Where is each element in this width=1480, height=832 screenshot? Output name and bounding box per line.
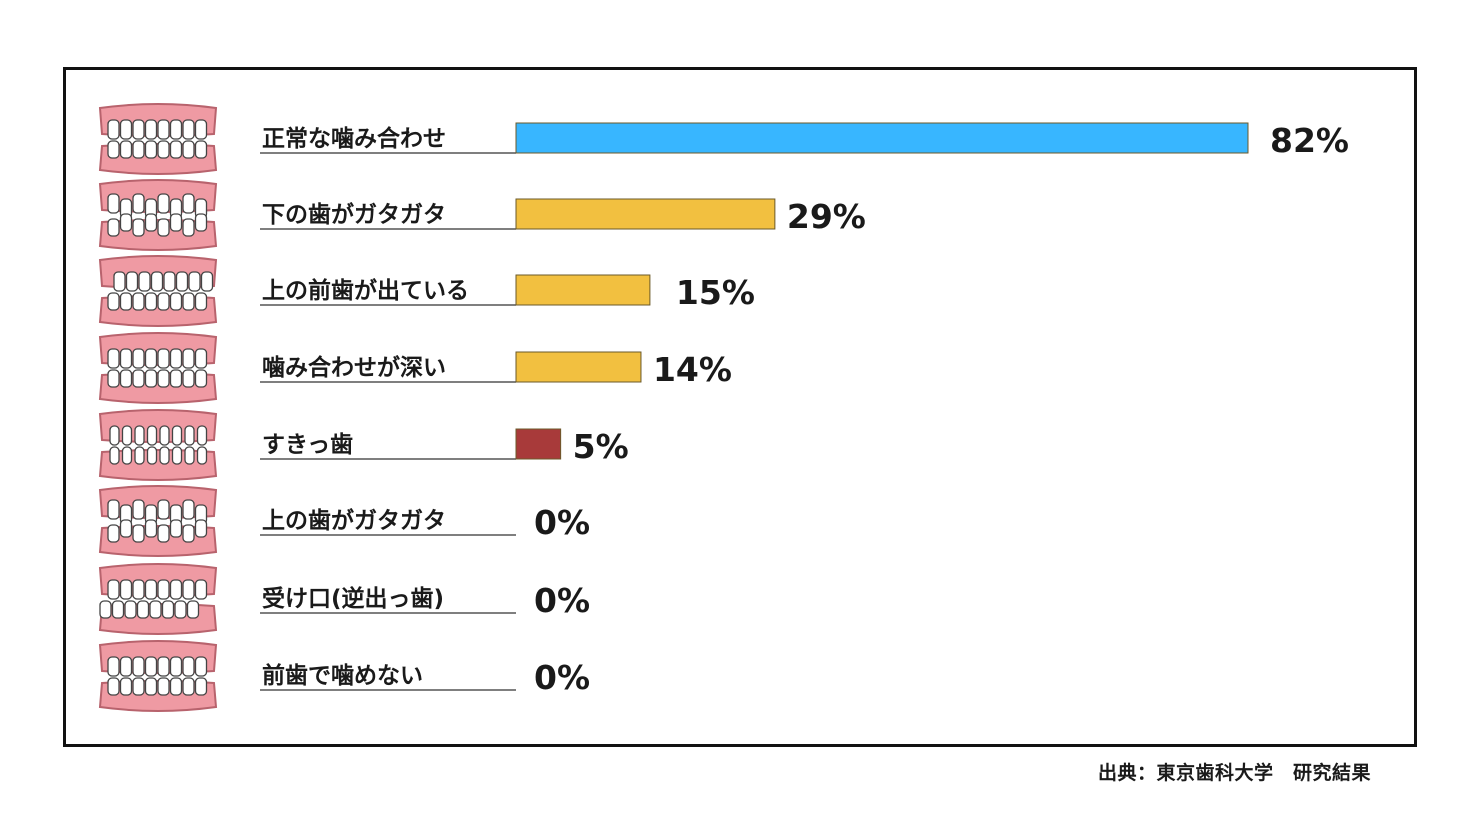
chart-row: 前歯で噛めない 0% (98, 640, 590, 712)
value-label: 29% (787, 197, 866, 236)
chart-row: 受け口(逆出っ歯) 0% (98, 563, 590, 635)
chart-row: 正常な噛み合わせ 82% (98, 103, 1349, 175)
chart-row: 噛み合わせが深い 14% (98, 332, 732, 404)
source-note: 出典：東京歯科大学 研究結果 (1098, 762, 1372, 784)
teeth-overjet-icon (98, 255, 218, 327)
value-label: 15% (676, 273, 755, 312)
teeth-upper-crowded-icon (98, 485, 218, 557)
chart-row: 上の歯がガタガタ 0% (98, 485, 590, 557)
teeth-normal-icon (98, 103, 218, 175)
value-label: 82% (1270, 121, 1349, 160)
chart-frame (63, 67, 1417, 747)
category-label: 上の歯がガタガタ (262, 507, 446, 534)
bar (515, 122, 1249, 154)
bar (515, 274, 651, 306)
chart-row: すきっ歯 5% (98, 409, 629, 481)
category-label: すきっ歯 (262, 432, 353, 458)
chart-row: 上の前歯が出ている 15% (98, 255, 755, 327)
value-label: 0% (534, 658, 590, 697)
teeth-gap-icon (98, 409, 218, 481)
teeth-lower-crowded-icon (98, 179, 218, 251)
value-label: 14% (653, 350, 732, 389)
teeth-open-bite-icon (98, 640, 218, 712)
category-label: 正常な噛み合わせ (262, 125, 446, 152)
value-label: 0% (534, 581, 590, 620)
bar (515, 198, 776, 230)
teeth-deep-bite-icon (98, 332, 218, 404)
value-label: 5% (573, 427, 629, 466)
teeth-underbite-icon (98, 563, 218, 635)
category-label: 下の歯がガタガタ (262, 201, 446, 228)
category-label: 噛み合わせが深い (262, 354, 446, 381)
bar (515, 428, 562, 460)
category-label: 前歯で噛めない (262, 662, 423, 689)
value-label: 0% (534, 503, 590, 542)
category-label: 上の前歯が出ている (262, 277, 469, 304)
chart-row: 下の歯がガタガタ 29% (98, 179, 866, 251)
category-label: 受け口(逆出っ歯) (262, 585, 444, 612)
bar (515, 351, 642, 383)
